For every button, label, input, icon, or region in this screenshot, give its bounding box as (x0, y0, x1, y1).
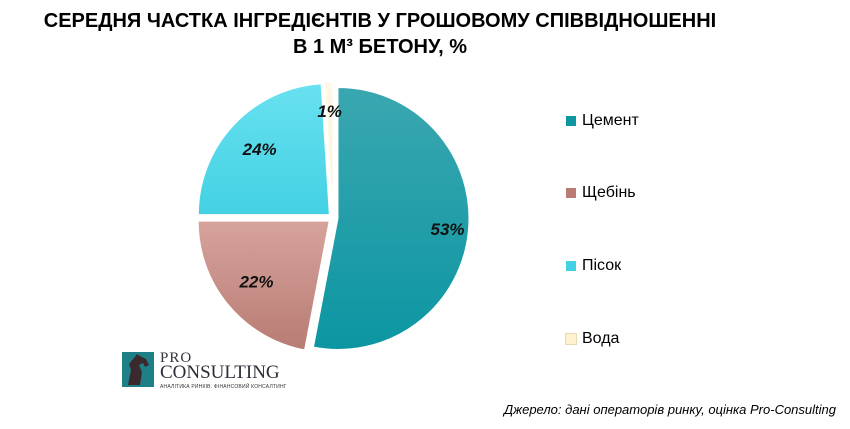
chart-title-line-2: В 1 М³ БЕТОНУ, % (292, 36, 468, 58)
pie-slice-1 (197, 220, 330, 351)
logo-consulting-text: CONSULTING (160, 362, 280, 383)
legend-label: Пісок (582, 257, 622, 274)
data-label-0: 53% (431, 220, 465, 239)
legend-label: Щебінь (582, 184, 636, 201)
legend-label: Цемент (582, 112, 639, 129)
source-note: Джерело: дані операторів ринку, оцінка P… (504, 402, 836, 417)
legend-item-1: Щебінь (566, 184, 636, 202)
legend-item-3: Вода (565, 330, 620, 348)
chart-title-line-1: СЕРЕДНЯ ЧАСТКА ІНГРЕДІЄНТІВ У ГРОШОВОМУ … (43, 10, 717, 32)
legend-swatch (565, 333, 577, 345)
data-label-3: 1% (317, 102, 342, 121)
legend-swatch (566, 261, 576, 271)
legend-swatch (566, 116, 576, 126)
pie-slice-0 (312, 86, 470, 350)
data-label-1: 22% (238, 272, 273, 291)
pie-slice-2 (197, 83, 330, 216)
chart-title: СЕРЕДНЯ ЧАСТКА ІНГРЕДІЄНТІВ У ГРОШОВОМУ … (0, 8, 760, 60)
data-label-2: 24% (242, 140, 277, 159)
horse-icon (122, 352, 154, 387)
logo-pro-text: PRO (160, 350, 193, 366)
legend-item-0: Цемент (566, 112, 639, 130)
legend-label: Вода (582, 330, 620, 347)
pie-slice-3 (324, 81, 334, 214)
pro-consulting-logo: PRO CONSULTING АНАЛІТИКА РИНКІВ. ФІНАНСО… (122, 350, 287, 390)
logo-tagline: АНАЛІТИКА РИНКІВ. ФІНАНСОВИЙ КОНСАЛТИНГ (160, 384, 287, 390)
legend-item-2: Пісок (566, 257, 621, 275)
legend-swatch (566, 188, 576, 198)
